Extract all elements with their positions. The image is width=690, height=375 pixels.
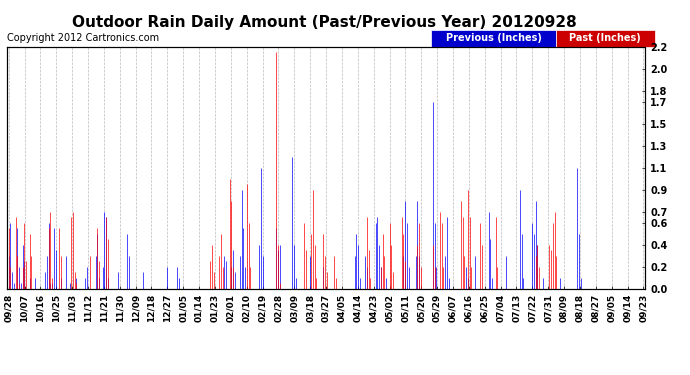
Text: Previous (Inches): Previous (Inches) [446,33,542,44]
FancyBboxPatch shape [556,30,655,47]
FancyBboxPatch shape [431,30,556,47]
Text: Copyright 2012 Cartronics.com: Copyright 2012 Cartronics.com [7,33,159,43]
Text: Past (Inches): Past (Inches) [569,33,641,44]
Text: Outdoor Rain Daily Amount (Past/Previous Year) 20120928: Outdoor Rain Daily Amount (Past/Previous… [72,15,577,30]
